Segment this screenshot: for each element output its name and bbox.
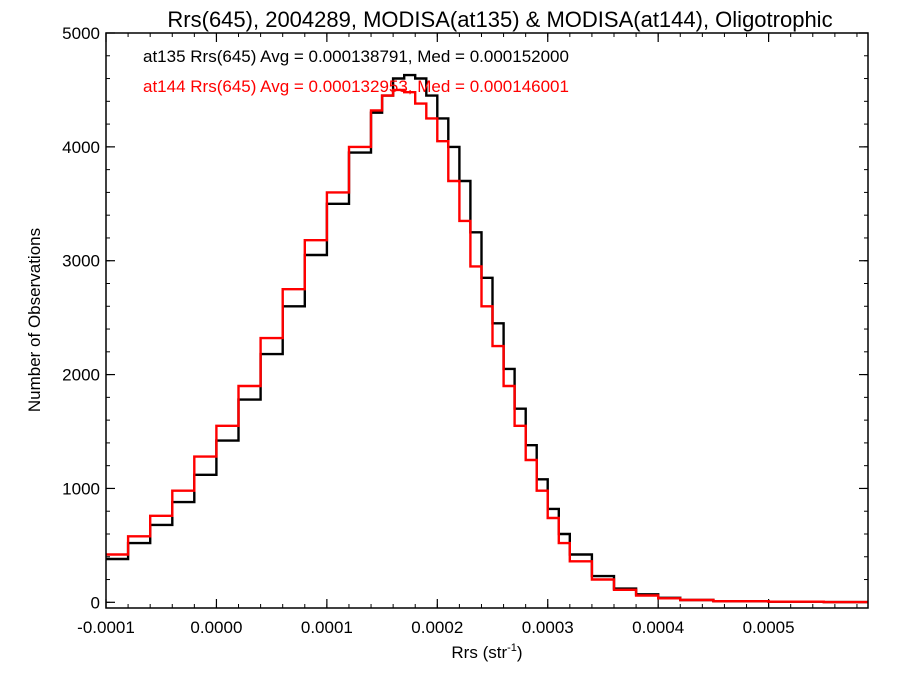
axis-ticks [105, 32, 868, 608]
chart-title: Rrs(645), 2004289, MODISA(at135) & MODIS… [167, 7, 832, 32]
x-axis-label-close: ) [517, 643, 523, 662]
x-tick-label: 0.0003 [522, 618, 574, 637]
y-tick-label: 3000 [62, 252, 100, 271]
series-group [106, 73, 868, 604]
x-tick-label: 0.0001 [301, 618, 353, 637]
x-tick-label: 0.0000 [190, 618, 242, 637]
plot-frame [105, 32, 869, 609]
x-tick-label: 0.0002 [411, 618, 463, 637]
y-tick-label: 5000 [62, 24, 100, 43]
y-tick-label: 2000 [62, 366, 100, 385]
y-tick-label: 0 [91, 593, 100, 612]
x-tick-label: -0.0001 [77, 618, 135, 637]
x-tick-label: 0.0004 [632, 618, 684, 637]
legend-at144: at144 Rrs(645) Avg = 0.000132953, Med = … [143, 77, 569, 96]
x-axis-label-sup: -1 [507, 642, 517, 654]
y-tick-labels: 0 1000 2000 3000 4000 5000 [62, 24, 100, 612]
series-line-at135 [106, 73, 868, 604]
x-tick-label: 0.0005 [743, 618, 795, 637]
y-tick-label: 1000 [62, 479, 100, 498]
x-axis-label: Rrs (str-1) [451, 642, 522, 662]
x-tick-labels: -0.0001 0.0000 0.0001 0.0002 0.0003 0.0004 0.0… [77, 618, 794, 637]
x-axis-label-main: Rrs (str [451, 643, 507, 662]
legend-at135: at135 Rrs(645) Avg = 0.000138791, Med = … [143, 47, 569, 66]
y-axis-label: Number of Observations [25, 228, 44, 412]
series-line-at144 [106, 88, 868, 604]
y-tick-label: 4000 [62, 138, 100, 157]
